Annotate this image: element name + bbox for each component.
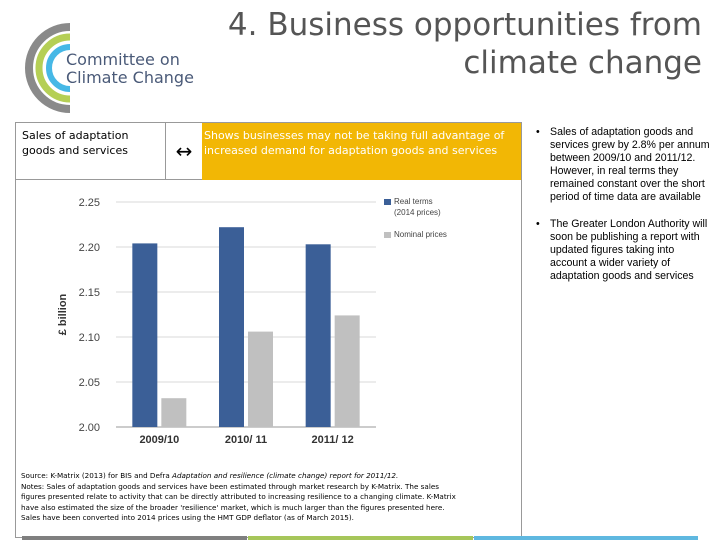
bar-real-terms <box>219 227 244 427</box>
bullet-text: Sales of adaptation goods and services g… <box>550 126 710 203</box>
key-points: • Sales of adaptation goods and services… <box>534 126 712 297</box>
indicator-summary: Shows businesses may not be taking full … <box>202 123 521 180</box>
logo-text-line2: Climate Change <box>66 68 194 87</box>
bullet-dot-icon: • <box>536 126 540 138</box>
bullet-text: The Greater London Authority will soon b… <box>550 218 708 282</box>
y-tick-label: 2.10 <box>79 332 100 344</box>
x-tick-label: 2011/ 12 <box>312 434 354 446</box>
legend-label: Nominal prices <box>394 230 447 239</box>
footer-segment-green <box>248 536 473 540</box>
sales-bar-chart: 2.00 2.05 2.10 2.15 2.20 2.25 £ billion 2009/10… <box>57 197 447 446</box>
footer-segment-blue <box>474 536 698 540</box>
source-notes: Source: K-Matrix (2013) for BIS and Defr… <box>21 471 517 524</box>
bullet-item: • The Greater London Authority will soon… <box>534 218 712 283</box>
bullet-dot-icon: • <box>536 218 540 230</box>
notes-line: Notes: Sales of adaptation goods and ser… <box>21 481 439 491</box>
y-axis-label: £ billion <box>57 293 69 335</box>
logo-text-line1: Committee on <box>66 50 180 69</box>
notes-line: figures presented relate to activity tha… <box>21 492 456 501</box>
ccc-logo: Committee on Climate Change <box>18 18 194 118</box>
source-line: Source: K-Matrix (2013) for BIS and Defr… <box>21 471 173 480</box>
source-report-title: Adaptation and resilience (climate chang… <box>172 471 399 480</box>
bullet-item: • Sales of adaptation goods and services… <box>534 126 712 204</box>
legend-label: (2014 prices) <box>394 208 441 217</box>
indicator-panel: Sales of adaptation goods and services ↔… <box>15 122 522 538</box>
x-tick-label: 2009/10 <box>139 434 179 446</box>
indicator-name: Sales of adaptation goods and services <box>16 123 166 180</box>
bar-real-terms <box>132 243 158 427</box>
x-tick-label: 2010/ 11 <box>225 434 267 446</box>
footer-segment-grey <box>22 536 247 540</box>
footer-color-bar <box>22 536 698 540</box>
y-tick-label: 2.00 <box>79 422 100 434</box>
legend-label: Real terms <box>394 197 433 206</box>
notes-line: Sales have been converted into 2014 pric… <box>21 513 354 522</box>
arrow-icon: ↔ <box>166 123 202 180</box>
y-tick-label: 2.15 <box>79 287 100 299</box>
bar-nominal <box>248 331 273 427</box>
y-tick-label: 2.25 <box>79 197 100 209</box>
y-tick-label: 2.05 <box>79 377 100 389</box>
bar-real-terms <box>305 244 331 427</box>
legend-swatch <box>384 199 391 205</box>
logo-rings-icon <box>25 23 71 113</box>
slide-title: 4. Business opportunities from climate c… <box>227 7 702 81</box>
legend-swatch <box>384 232 391 238</box>
bar-nominal <box>161 398 187 427</box>
y-tick-label: 2.20 <box>79 242 100 254</box>
notes-line: have also estimated the size of the broa… <box>21 502 445 512</box>
bar-nominal <box>334 315 360 427</box>
